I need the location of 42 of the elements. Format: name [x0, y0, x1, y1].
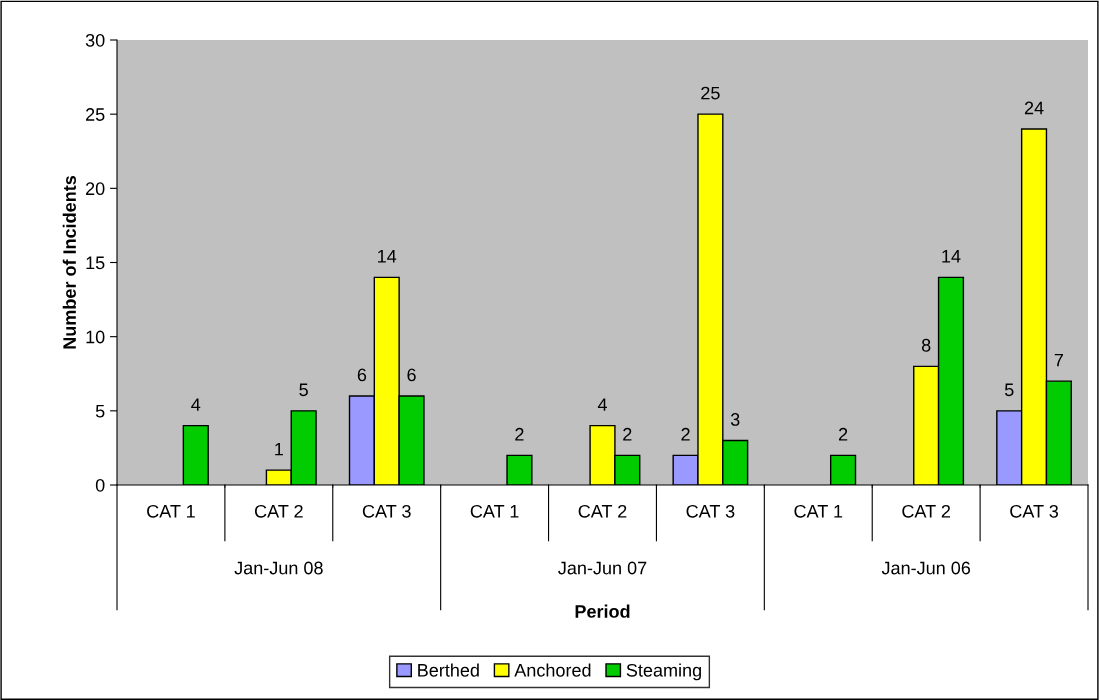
data-label: 5 [299, 383, 308, 397]
data-label: 7 [1054, 353, 1063, 367]
data-label: 1 [275, 442, 283, 456]
y-tick-label: 5 [95, 404, 105, 418]
x-axis-title: Period [575, 604, 630, 618]
data-label: 3 [730, 413, 740, 426]
data-label: 14 [378, 250, 397, 263]
data-label: 24 [1024, 101, 1044, 115]
data-label: 2 [515, 427, 524, 441]
data-label: 14 [942, 250, 961, 263]
data-label: 2 [838, 427, 848, 441]
legend-label: Anchored [514, 663, 591, 677]
x-tick-label: CAT 1 [147, 504, 195, 518]
y-tick-label: 0 [95, 478, 105, 492]
y-tick-label: 25 [86, 108, 105, 121]
x-tick-label: CAT 3 [362, 504, 411, 518]
data-label: 4 [597, 398, 607, 411]
x-tick-label: CAT 2 [254, 504, 303, 518]
x-tick-label: CAT 3 [1010, 504, 1059, 518]
text: Jan-Jun 06 [881, 561, 971, 575]
legend-label: Steaming [626, 663, 701, 681]
data-label: 4 [191, 398, 201, 411]
data-label: 25 [701, 86, 720, 100]
text: Jan-Jun 07 [558, 561, 647, 575]
x-tick-label: CAT 1 [794, 504, 843, 518]
x-tick-label: CAT 2 [902, 504, 951, 518]
y-tick-label: 30 [85, 33, 105, 47]
y-axis-title: Number of Incidents [62, 175, 76, 349]
data-label: 2 [623, 427, 632, 441]
x-tick-label: CAT 3 [686, 504, 735, 518]
data-label: 5 [1004, 383, 1014, 397]
legend-label: Berthed [418, 663, 479, 677]
data-label: 8 [921, 338, 931, 352]
y-tick-label: 15 [86, 256, 105, 270]
data-label: 6 [407, 368, 416, 382]
x-tick-label: CAT 1 [470, 504, 519, 518]
y-tick-label: 20 [86, 182, 105, 196]
data-label: 6 [357, 368, 367, 382]
y-tick-label: 10 [86, 330, 105, 344]
x-tick-label: CAT 2 [578, 504, 627, 518]
data-label: 2 [681, 427, 690, 441]
text: Jan-Jun 08 [234, 561, 323, 575]
